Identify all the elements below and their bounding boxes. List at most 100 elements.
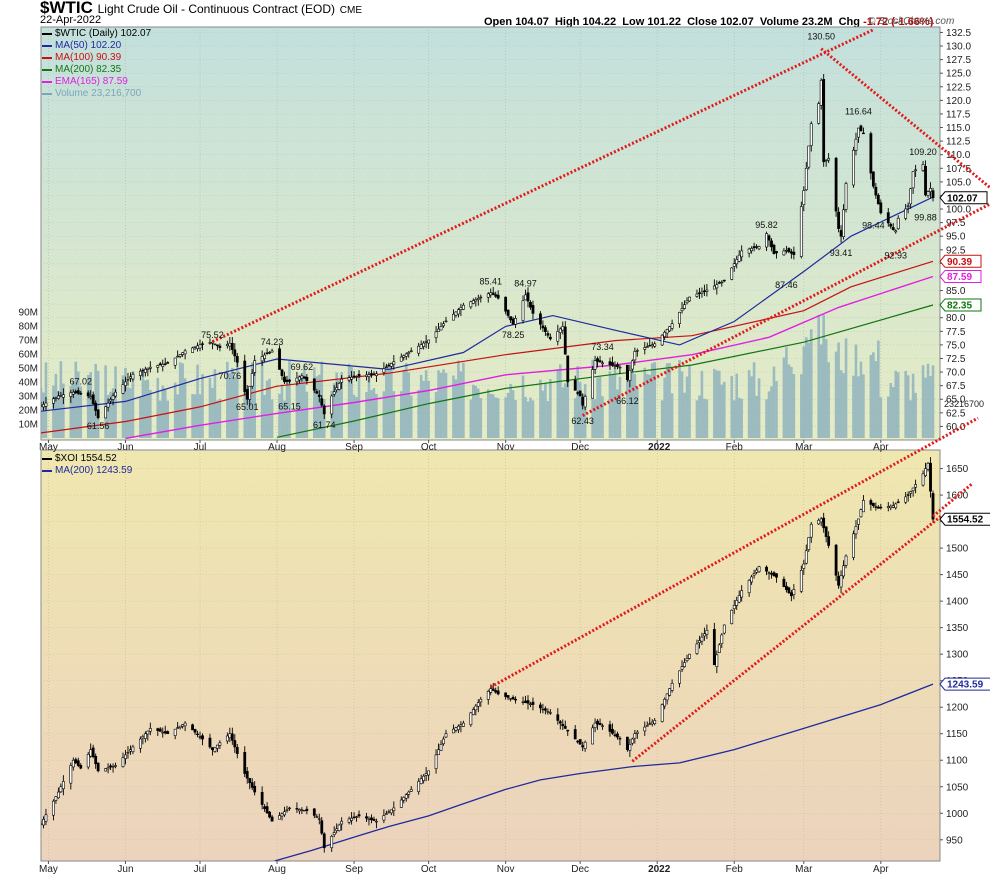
volume-value-tag: 23216700 xyxy=(944,399,984,409)
xoi-candle xyxy=(253,786,257,793)
xoi-candle xyxy=(156,728,160,731)
wtic-candle xyxy=(250,373,254,387)
xoi-candle xyxy=(645,725,649,727)
wtic-candle xyxy=(270,350,274,353)
wtic-candle xyxy=(583,396,587,408)
wtic-candle xyxy=(765,233,768,248)
wtic-candle xyxy=(663,332,667,338)
wtic-candle xyxy=(74,391,78,394)
ma100-line xyxy=(41,260,934,434)
volume-bar xyxy=(631,366,634,438)
contract-name: Light Crude Oil - Continuous Contract (E… xyxy=(97,2,336,16)
xoi-candle xyxy=(320,820,324,834)
wtic-candle xyxy=(747,248,751,254)
xoi-group xyxy=(41,457,935,853)
volume-bar xyxy=(300,375,304,438)
xoi-candle xyxy=(914,484,918,488)
wtic-candle xyxy=(370,373,373,375)
top-y-tick-label: 115.0 xyxy=(946,123,971,134)
top-x-tick-label: Dec xyxy=(571,442,589,453)
xoi-candle xyxy=(765,566,768,572)
wtic-candle xyxy=(616,364,619,367)
wtic-candle xyxy=(61,394,65,398)
wtic-candle xyxy=(715,284,719,289)
xoi-candle xyxy=(643,726,647,732)
wtic-candle xyxy=(598,360,602,363)
xoi-candle xyxy=(678,670,681,684)
wtic-candle xyxy=(372,373,376,375)
volume-bar xyxy=(409,395,413,438)
volume-bar xyxy=(399,391,403,438)
price-annotation: 84.97 xyxy=(514,279,537,289)
xoi-candle xyxy=(129,749,132,752)
price-annotation: 93.41 xyxy=(830,248,853,258)
volume-bar xyxy=(208,377,212,438)
wtic-candle xyxy=(109,399,112,402)
wtic-candle xyxy=(330,395,334,415)
xoi-candle xyxy=(126,751,130,754)
wtic-candle xyxy=(54,397,58,399)
wtic-candle xyxy=(312,378,316,391)
xoi-candle xyxy=(213,747,217,752)
xoi-candle xyxy=(178,725,182,728)
top-legend-item: $WTIC (Daily) 102.07 xyxy=(42,28,151,40)
xoi-candle xyxy=(96,762,100,772)
wtic-candle xyxy=(263,354,267,359)
volume-bar xyxy=(213,369,217,438)
volume-bar xyxy=(757,378,761,438)
xoi-candle xyxy=(854,526,858,535)
volume-bar xyxy=(556,369,560,438)
wtic-candle xyxy=(643,347,647,350)
volume-bar xyxy=(76,371,80,438)
xoi-candle xyxy=(598,722,602,726)
wtic-candle xyxy=(593,360,597,370)
price-annotation: 87.46 xyxy=(775,280,798,290)
volume-bar xyxy=(161,385,165,438)
xoi-candle xyxy=(372,818,376,821)
wtic-candle xyxy=(352,375,356,378)
volume-bar xyxy=(417,389,420,438)
volume-bar xyxy=(715,370,719,438)
wtic-candle xyxy=(409,350,413,352)
top-y-tick-label: 85.0 xyxy=(946,286,966,297)
xoi-candle xyxy=(827,536,831,546)
volume-bar xyxy=(785,347,788,438)
wtic-candle xyxy=(439,326,443,331)
xoi-candle xyxy=(782,578,786,587)
xoi-candle xyxy=(375,820,378,823)
volume-tick-label: 40M xyxy=(19,378,38,389)
wtic-candle xyxy=(789,251,793,254)
xoi-candle xyxy=(91,747,95,758)
xoi-candle xyxy=(526,700,530,704)
price-annotation: 67.02 xyxy=(69,376,92,386)
top-y-tick-label: 107.5 xyxy=(946,164,971,175)
top-x-tick-label: Aug xyxy=(268,442,286,453)
bottom-y-tick-label: 1650 xyxy=(946,464,969,475)
wtic-candle xyxy=(556,331,560,342)
volume-bar xyxy=(824,339,828,438)
top-value-tag-box xyxy=(939,298,982,312)
xoi-candle xyxy=(601,725,604,727)
volume-tick-label: 70M xyxy=(19,336,38,347)
volume-bar xyxy=(653,362,657,438)
xoi-candle xyxy=(454,727,458,731)
xoi-candle xyxy=(772,572,776,577)
top-x-tick-label: Feb xyxy=(726,442,744,453)
wtic-candle xyxy=(558,328,562,333)
wtic-candle xyxy=(809,123,813,146)
wtic-candle xyxy=(176,355,180,358)
wtic-candle xyxy=(531,305,535,314)
wtic-trendline xyxy=(581,202,990,417)
xoi-candle xyxy=(265,806,269,814)
wtic-candle xyxy=(476,297,480,300)
bottom-panel-background xyxy=(40,449,941,862)
xoi-candle xyxy=(596,720,599,725)
top-y-tick-label: 127.5 xyxy=(946,55,971,66)
volume-bar xyxy=(611,374,614,438)
xoi-candle xyxy=(799,570,803,592)
top-x-tick-label: Nov xyxy=(497,442,515,453)
volume-bar xyxy=(263,394,266,438)
wtic-candle xyxy=(737,254,741,262)
volume-bar xyxy=(678,359,681,438)
xoi-candle xyxy=(367,818,371,821)
